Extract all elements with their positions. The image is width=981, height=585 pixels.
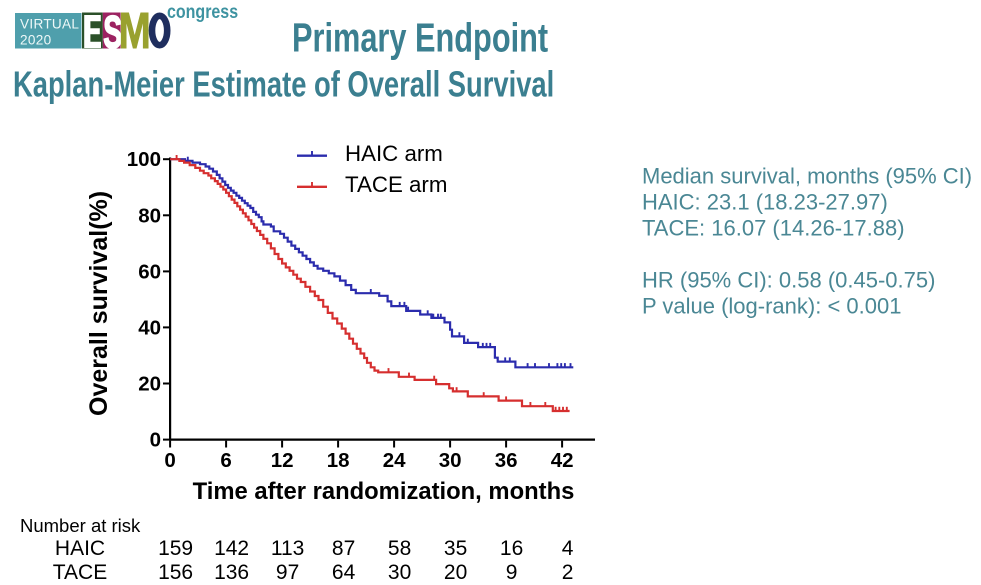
svg-text:30: 30 <box>388 561 411 584</box>
svg-text:HAIC: 23.1 (18.23-27.97): HAIC: 23.1 (18.23-27.97) <box>642 190 888 215</box>
svg-text:2: 2 <box>562 561 574 584</box>
svg-text:16: 16 <box>500 537 523 560</box>
svg-text:Median survival, months (95% C: Median survival, months (95% CI) <box>642 164 972 189</box>
svg-text:18: 18 <box>327 449 350 472</box>
svg-text:87: 87 <box>332 537 355 560</box>
svg-text:Time after randomization, mont: Time after randomization, months <box>193 478 575 505</box>
svg-text:HAIC: HAIC <box>55 537 105 560</box>
svg-text:2020: 2020 <box>20 33 52 48</box>
svg-text:42: 42 <box>551 449 574 472</box>
svg-text:35: 35 <box>444 537 467 560</box>
svg-text:0: 0 <box>164 449 175 472</box>
svg-text:0: 0 <box>150 429 161 452</box>
svg-text:6: 6 <box>220 449 231 472</box>
svg-text:congress: congress <box>167 1 238 23</box>
svg-text:20: 20 <box>138 373 161 396</box>
svg-text:20: 20 <box>444 561 467 584</box>
svg-text:12: 12 <box>271 449 294 472</box>
svg-text:156: 156 <box>158 561 193 584</box>
svg-text:Kaplan-Meier Estimate of Overa: Kaplan-Meier Estimate of Overall Surviva… <box>13 64 554 105</box>
svg-text:64: 64 <box>332 561 356 584</box>
svg-text:97: 97 <box>276 561 299 584</box>
svg-text:58: 58 <box>388 537 411 560</box>
svg-text:159: 159 <box>158 537 193 560</box>
svg-text:30: 30 <box>439 449 462 472</box>
svg-text:24: 24 <box>383 449 406 472</box>
svg-text:80: 80 <box>138 204 161 227</box>
svg-text:S: S <box>103 7 122 57</box>
svg-text:36: 36 <box>495 449 518 472</box>
svg-text:9: 9 <box>506 561 518 584</box>
svg-text:60: 60 <box>138 260 161 283</box>
svg-text:HAIC arm: HAIC arm <box>345 141 443 166</box>
svg-text:113: 113 <box>271 537 304 560</box>
svg-text:136: 136 <box>214 561 249 584</box>
svg-text:Number at risk: Number at risk <box>20 515 141 536</box>
svg-text:VIRTUAL: VIRTUAL <box>20 17 79 32</box>
svg-text:Overall survival(%): Overall survival(%) <box>85 191 113 416</box>
svg-text:4: 4 <box>562 537 574 560</box>
svg-text:100: 100 <box>127 148 161 171</box>
svg-text:Primary Endpoint: Primary Endpoint <box>292 14 548 60</box>
svg-text:TACE: 16.07 (14.26-17.88): TACE: 16.07 (14.26-17.88) <box>642 216 905 241</box>
svg-text:40: 40 <box>138 316 161 339</box>
svg-text:HR (95% CI): 0.58 (0.45-0.75): HR (95% CI): 0.58 (0.45-0.75) <box>642 268 935 293</box>
svg-text:TACE: TACE <box>53 561 107 584</box>
svg-text:142: 142 <box>214 537 249 560</box>
svg-text:P value (log-rank): < 0.001: P value (log-rank): < 0.001 <box>642 294 901 319</box>
svg-text:TACE arm: TACE arm <box>345 172 447 197</box>
